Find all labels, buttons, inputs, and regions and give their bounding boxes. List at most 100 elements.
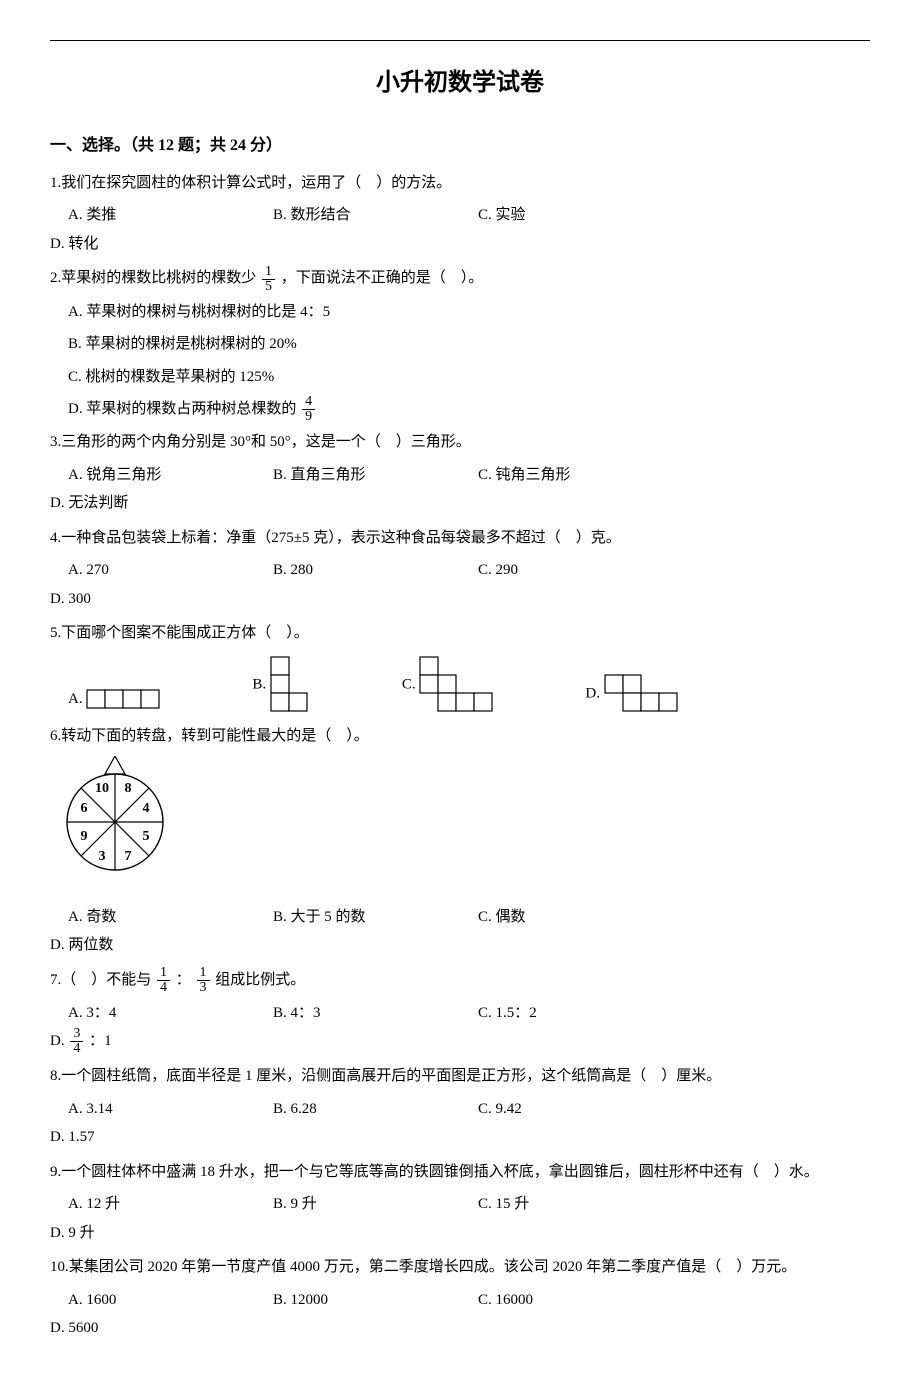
- q10-options: A. 1600 B. 12000 C. 16000 D. 5600: [50, 1286, 870, 1343]
- q7-f1-num: 1: [157, 966, 170, 981]
- spinner-l6: 6: [81, 801, 88, 816]
- q2-opt-d: D. 苹果树的棵数占两种树总棵数的 4 9: [50, 395, 870, 424]
- spinner-l3: 7: [125, 849, 132, 864]
- q2-stem-pre: 2.苹果树的棵数比桃树的棵数少: [50, 270, 260, 286]
- spinner-l0: 8: [125, 781, 132, 796]
- spinner-l2: 5: [143, 829, 150, 844]
- q7-f1-den: 4: [157, 981, 170, 995]
- q4-opt-b: B. 280: [273, 556, 478, 585]
- q8-stem: 8.一个圆柱纸筒，底面半径是 1 厘米，沿侧面高展开后的平面图是正方形，这个纸筒…: [50, 1062, 870, 1091]
- q4-options: A. 270 B. 280 C. 290 D. 300: [50, 556, 870, 613]
- q4-opt-c: C. 290: [478, 556, 683, 585]
- q7-d-num: 3: [70, 1027, 83, 1042]
- spinner-l1: 4: [143, 801, 150, 816]
- q2-opt-d-pre: D. 苹果树的棵数占两种树总棵数的: [68, 401, 300, 417]
- q3-stem: 3.三角形的两个内角分别是 30°和 50°，这是一个（ ）三角形。: [50, 428, 870, 457]
- page-title: 小升初数学试卷: [50, 61, 870, 107]
- q8-opt-d: D. 1.57: [50, 1123, 255, 1152]
- q8-options: A. 3.14 B. 6.28 C. 9.42 D. 1.57: [50, 1095, 870, 1152]
- q2-stem-post: ，下面说法不正确的是（ ）。: [281, 270, 484, 286]
- q9-opt-b: B. 9 升: [273, 1190, 478, 1219]
- q2-frac-num: 1: [262, 265, 275, 280]
- q2-opt-a: A. 苹果树的棵树与桃树棵树的比是 4：5: [50, 298, 870, 327]
- q6-stem: 6.转动下面的转盘，转到可能性最大的是（ ）。: [50, 722, 870, 751]
- q2-d-frac: 4 9: [302, 395, 315, 424]
- q3-opt-d: D. 无法判断: [50, 489, 255, 518]
- q1-opt-a: A. 类推: [50, 201, 273, 230]
- q2-frac-den: 5: [262, 280, 275, 294]
- q2-opt-c: C. 桃树的棵数是苹果树的 125%: [50, 363, 870, 392]
- spinner-l5: 9: [81, 829, 88, 844]
- q3-opt-b: B. 直角三角形: [273, 461, 478, 490]
- q1-stem: 1.我们在探究圆柱的体积计算公式时，运用了（ ）的方法。: [50, 169, 870, 198]
- q10-opt-d: D. 5600: [50, 1314, 255, 1343]
- q9-opt-c: C. 15 升: [478, 1190, 683, 1219]
- q6-opt-d: D. 两位数: [50, 931, 255, 960]
- q7-opt-c: C. 1.5：2: [478, 999, 683, 1028]
- q5-net-a: [86, 689, 162, 711]
- q1-opt-c: C. 实验: [478, 201, 683, 230]
- q9-stem: 9.一个圆柱体杯中盛满 18 升水，把一个与它等底等高的铁圆锥倒插入杯底，拿出圆…: [50, 1158, 870, 1187]
- q5-net-b: [270, 656, 312, 714]
- q5-label-d: D.: [585, 685, 600, 701]
- q7-d-den: 4: [70, 1042, 83, 1056]
- q4-opt-a: A. 270: [50, 556, 273, 585]
- q5-net-d: [604, 674, 680, 714]
- q2-frac: 1 5: [262, 265, 275, 294]
- q3-options: A. 锐角三角形 B. 直角三角形 C. 钝角三角形 D. 无法判断: [50, 461, 870, 518]
- q7-f2-num: 1: [197, 966, 210, 981]
- q9-options: A. 12 升 B. 9 升 C. 15 升 D. 9 升: [50, 1190, 870, 1247]
- q5-label-c: C.: [402, 676, 416, 692]
- q9-opt-a: A. 12 升: [50, 1190, 273, 1219]
- q2-d-den: 9: [302, 410, 315, 424]
- top-rule: [50, 40, 870, 41]
- q5-opt-c: C.: [402, 656, 496, 714]
- q5-net-c: [419, 656, 495, 714]
- q5-opt-a: A.: [68, 685, 162, 714]
- q6-opt-a: A. 奇数: [50, 903, 273, 932]
- q5-opt-d: D.: [585, 674, 679, 714]
- q2-stem: 2.苹果树的棵数比桃树的棵数少 1 5 ，下面说法不正确的是（ ）。: [50, 264, 870, 293]
- q6-spinner: 8 4 5 7 3 9 6 10: [60, 756, 870, 897]
- q6-opt-c: C. 偶数: [478, 903, 683, 932]
- q8-opt-b: B. 6.28: [273, 1095, 478, 1124]
- q10-stem: 10.某集团公司 2020 年第一节度产值 4000 万元，第二季度增长四成。该…: [50, 1253, 870, 1282]
- q7-stem: 7.（ ）不能与 1 4 ： 1 3 组成比例式。: [50, 966, 870, 995]
- q5-label-b: B.: [252, 676, 266, 692]
- q6-options: A. 奇数 B. 大于 5 的数 C. 偶数 D. 两位数: [50, 903, 870, 960]
- q2-d-num: 4: [302, 395, 315, 410]
- q1-options: A. 类推 B. 数形结合 C. 实验 D. 转化: [50, 201, 870, 258]
- q7-d-post: ：1: [89, 1033, 112, 1049]
- q7-options: A. 3：4 B. 4：3 C. 1.5：2 D. 3 4 ：1: [50, 999, 870, 1057]
- q7-d-frac: 3 4: [70, 1027, 83, 1056]
- q10-opt-c: C. 16000: [478, 1286, 683, 1315]
- q10-opt-b: B. 12000: [273, 1286, 478, 1315]
- spinner-pointer: [105, 756, 125, 774]
- q7-opt-a: A. 3：4: [50, 999, 273, 1028]
- q10-opt-a: A. 1600: [50, 1286, 273, 1315]
- q5-options: A. B. C.: [68, 656, 870, 714]
- q1-opt-d: D. 转化: [50, 230, 255, 259]
- spinner-spokes: [67, 774, 163, 870]
- spinner-l4: 3: [99, 849, 106, 864]
- section-1-heading: 一、选择。（共 12 题；共 24 分）: [50, 131, 870, 161]
- q5-label-a: A.: [68, 691, 83, 707]
- q5-opt-b: B.: [252, 656, 312, 714]
- q5-stem: 5.下面哪个图案不能围成正方体（ ）。: [50, 619, 870, 648]
- q7-f2: 1 3: [197, 966, 210, 995]
- q7-f2-den: 3: [197, 981, 210, 995]
- q7-d-pre: D.: [50, 1033, 68, 1049]
- q3-opt-a: A. 锐角三角形: [50, 461, 273, 490]
- spinner-svg: 8 4 5 7 3 9 6 10: [60, 756, 180, 886]
- q8-opt-a: A. 3.14: [50, 1095, 273, 1124]
- q6-opt-b: B. 大于 5 的数: [273, 903, 478, 932]
- q9-opt-d: D. 9 升: [50, 1219, 255, 1248]
- q7-opt-d: D. 3 4 ：1: [50, 1027, 255, 1056]
- q8-opt-c: C. 9.42: [478, 1095, 683, 1124]
- q3-opt-c: C. 钝角三角形: [478, 461, 683, 490]
- q7-stem-post: 组成比例式。: [215, 972, 305, 988]
- q4-stem: 4.一种食品包装袋上标着：净重（275±5 克），表示这种食品每袋最多不超过（ …: [50, 524, 870, 553]
- q7-f1: 1 4: [157, 966, 170, 995]
- spinner-l7: 10: [95, 781, 109, 796]
- q7-stem-pre: 7.（ ）不能与: [50, 972, 155, 988]
